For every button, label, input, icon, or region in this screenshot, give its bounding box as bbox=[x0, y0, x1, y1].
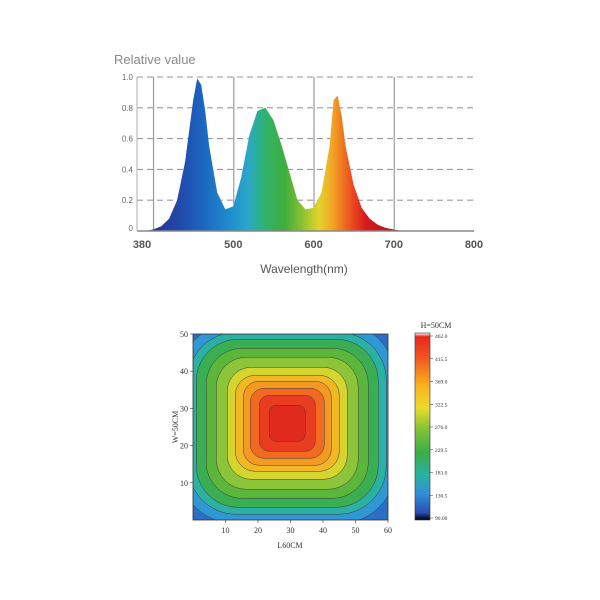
y-tick-label: 0.6 bbox=[122, 135, 134, 144]
heatmap-contours bbox=[193, 334, 388, 520]
chart-title: Relative value bbox=[114, 52, 196, 67]
x-tick-label: 30 bbox=[287, 526, 295, 535]
colorbar bbox=[414, 332, 431, 521]
spectrum-chart: Relative value 0 0.2 0.4 0.6 0.8 1.0 380 500 60… bbox=[114, 52, 483, 276]
y-tick-label: 1.0 bbox=[122, 73, 134, 82]
colorbar-label: 136.5 bbox=[435, 493, 448, 499]
spectrum-area-group bbox=[137, 78, 418, 231]
y-tick-label: 10 bbox=[180, 479, 188, 488]
colorbar-label: 415.5 bbox=[435, 357, 448, 363]
y-tick-label: 0.8 bbox=[122, 104, 134, 113]
x-axis-label: Wavelength(nm) bbox=[260, 262, 348, 276]
x-tick-label: 500 bbox=[224, 239, 242, 251]
y-tick-label: 0.2 bbox=[122, 196, 134, 205]
heatmap-x-tick-labels: 10 20 30 40 50 60 bbox=[222, 520, 392, 535]
y-tick-label: 0 bbox=[129, 224, 134, 233]
colorbar-label: 369.0 bbox=[435, 380, 448, 386]
x-tick-label: 60 bbox=[384, 526, 392, 535]
y-tick-label: 20 bbox=[180, 442, 188, 451]
colorbar-label: 90.00 bbox=[435, 516, 448, 522]
x-tick-label: 10 bbox=[222, 526, 230, 535]
x-tick-label: 40 bbox=[319, 526, 327, 535]
heatmap-x-axis-label: L60CM bbox=[277, 541, 302, 550]
contour-band bbox=[269, 405, 306, 442]
y-tick-label: 30 bbox=[180, 404, 188, 413]
heatmap-y-tick-labels: 10 20 30 40 50 bbox=[180, 330, 193, 488]
colorbar-label: 322.5 bbox=[435, 402, 448, 408]
colorbar-labels: 462.0 415.5 369.0 322.5 276.0 229.5 183.0 136.5… bbox=[430, 334, 448, 522]
x-tick-label: 380 bbox=[133, 239, 151, 251]
grid bbox=[137, 76, 474, 231]
colorbar-label: 183.0 bbox=[435, 471, 448, 477]
x-tick-label: 50 bbox=[352, 526, 360, 535]
y-tick-label: 50 bbox=[180, 330, 188, 339]
x-tick-label: 20 bbox=[254, 526, 262, 535]
heatmap-chart: 10 20 30 40 50 60 10 20 30 40 50 L60CM W=50CM H=5… bbox=[171, 321, 452, 550]
heatmap-plot bbox=[193, 334, 388, 520]
y-tick-label: 40 bbox=[180, 367, 188, 376]
x-tick-label: 600 bbox=[304, 239, 322, 251]
x-tick-labels: 380 500 600 700 800 bbox=[133, 239, 483, 251]
heatmap-title: H=50CM bbox=[421, 321, 452, 330]
y-tick-label: 0.4 bbox=[122, 165, 134, 174]
heatmap-y-axis-label: W=50CM bbox=[171, 411, 180, 444]
x-tick-label: 800 bbox=[465, 239, 483, 251]
x-tick-label: 700 bbox=[385, 239, 403, 251]
colorbar-label: 276.0 bbox=[435, 425, 448, 431]
y-tick-labels: 0 0.2 0.4 0.6 0.8 1.0 bbox=[122, 73, 134, 233]
colorbar-label: 462.0 bbox=[435, 334, 448, 340]
spectrum-area bbox=[137, 78, 418, 231]
colorbar-label: 229.5 bbox=[435, 448, 448, 454]
